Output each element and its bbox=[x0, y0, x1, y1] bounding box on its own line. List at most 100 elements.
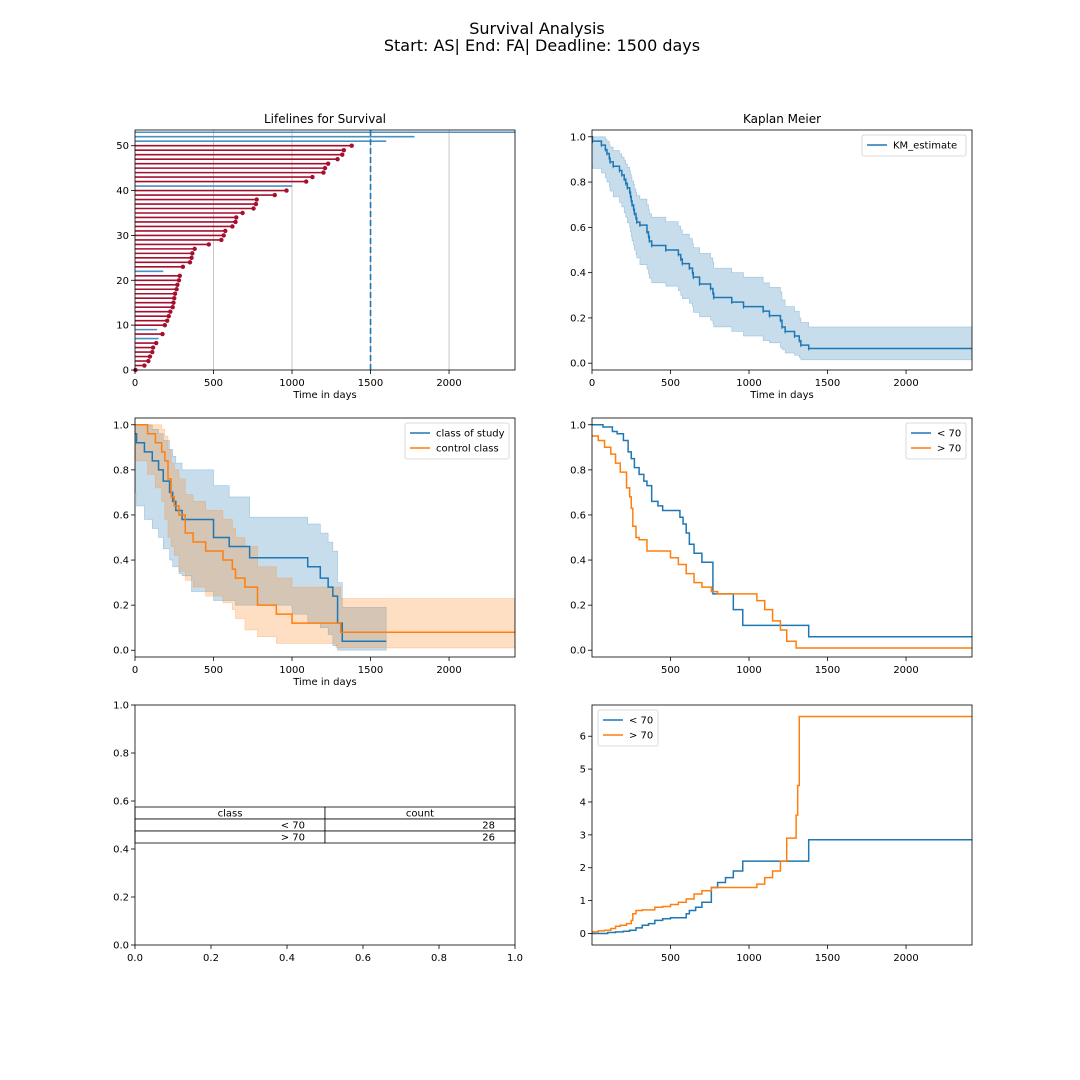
event-marker bbox=[340, 152, 345, 157]
survival-curve bbox=[135, 433, 387, 642]
x-tick-label: 0.6 bbox=[355, 953, 371, 964]
event-marker bbox=[321, 170, 326, 175]
confidence-band bbox=[592, 136, 972, 361]
y-tick-label: 0.0 bbox=[113, 646, 129, 657]
y-tick-label: 0.8 bbox=[113, 465, 129, 476]
legend-box bbox=[861, 134, 967, 157]
y-tick-label: 0.4 bbox=[113, 845, 129, 856]
table-header: class bbox=[218, 809, 243, 820]
x-tick-label: 1000 bbox=[736, 953, 761, 964]
plot-area bbox=[592, 424, 972, 649]
x-tick-label: 0.8 bbox=[431, 953, 447, 964]
y-tick-label: 0.6 bbox=[570, 510, 586, 521]
table-cell-count: 28 bbox=[482, 821, 495, 832]
axes-title: Lifelines for Survival bbox=[264, 112, 386, 126]
event-marker bbox=[234, 215, 239, 220]
x-tick-label: 2000 bbox=[893, 378, 918, 389]
axes-lifelines: 0 500 1000 1500 2000 0 10 20 30 40 50 Lifelines for… bbox=[116, 112, 516, 401]
confidence-band bbox=[135, 424, 515, 649]
x-tick-label: 1500 bbox=[815, 665, 840, 676]
event-marker bbox=[172, 291, 178, 296]
x-tick-label: 500 bbox=[204, 665, 223, 676]
x-tick-label: 2000 bbox=[436, 665, 461, 676]
figure-subtitle: Start: AS| End: FA| Deadline: 1500 days bbox=[384, 36, 700, 55]
x-tick-label: 1000 bbox=[736, 378, 761, 389]
event-marker bbox=[322, 165, 328, 171]
x-axis-label: Time in days bbox=[749, 390, 814, 401]
event-marker bbox=[174, 287, 179, 292]
event-marker bbox=[162, 322, 168, 328]
x-tick-label: 0 bbox=[132, 665, 138, 676]
event-marker bbox=[221, 233, 226, 238]
y-tick-label: 1.0 bbox=[570, 132, 586, 143]
event-marker bbox=[153, 340, 159, 346]
legend-label: < 70 bbox=[629, 716, 653, 727]
y-tick-label: 10 bbox=[116, 321, 129, 332]
event-marker bbox=[142, 363, 147, 368]
table-cell-class: < 70 bbox=[281, 821, 305, 832]
survival-curve bbox=[135, 424, 515, 633]
x-tick-label: 0 bbox=[132, 378, 138, 389]
event-marker bbox=[272, 192, 277, 198]
event-marker bbox=[190, 251, 195, 256]
confidence-band bbox=[135, 424, 387, 651]
y-tick-label: 0.6 bbox=[113, 510, 129, 521]
event-marker bbox=[172, 296, 177, 301]
axes-frame bbox=[591, 704, 973, 946]
event-marker bbox=[335, 156, 340, 162]
y-tick-label: 2 bbox=[580, 863, 586, 874]
x-axis-label: Time in days bbox=[292, 390, 357, 401]
y-tick-label: 1 bbox=[580, 896, 586, 907]
legend-label: < 70 bbox=[937, 429, 961, 440]
event-marker bbox=[168, 309, 173, 314]
y-tick-label: 3 bbox=[580, 830, 586, 841]
x-tick-label: 2000 bbox=[893, 953, 918, 964]
legend-box bbox=[404, 422, 510, 460]
plot-area bbox=[135, 424, 515, 651]
event-marker bbox=[303, 179, 309, 184]
y-tick-label: 0 bbox=[580, 929, 586, 940]
axes-title: Kaplan Meier bbox=[743, 112, 821, 126]
event-marker bbox=[164, 318, 170, 323]
x-tick-label: 2000 bbox=[436, 378, 461, 389]
axes-km_overall: 0 500 1000 1500 2000 0.0 0.2 0.4 0.6 0.8 1.0 Kaplan… bbox=[570, 112, 973, 401]
x-tick-label: 500 bbox=[204, 378, 223, 389]
y-tick-label: 0.4 bbox=[570, 268, 586, 279]
event-marker bbox=[349, 143, 354, 148]
axes-cumhaz: 500 1000 1500 2000 0 1 2 3 4 5 6 < 70 > 70 bbox=[580, 704, 973, 964]
x-tick-label: 0.0 bbox=[127, 953, 143, 964]
event-marker bbox=[175, 282, 180, 287]
event-marker bbox=[166, 313, 171, 319]
legend-label: > 70 bbox=[937, 444, 961, 455]
event-marker bbox=[187, 260, 193, 265]
event-marker bbox=[146, 358, 151, 364]
event-marker bbox=[253, 201, 259, 207]
survival-curve bbox=[592, 435, 972, 649]
event-marker bbox=[192, 246, 197, 252]
y-tick-label: 0.2 bbox=[113, 601, 129, 612]
plot-area bbox=[592, 136, 972, 361]
plot-area bbox=[592, 715, 972, 935]
y-tick-label: 0.8 bbox=[570, 465, 586, 476]
y-tick-label: 0.2 bbox=[113, 893, 129, 904]
survival-curve bbox=[592, 839, 972, 935]
event-marker bbox=[171, 300, 176, 305]
legend-label: KM_estimate bbox=[893, 141, 957, 152]
y-tick-label: 6 bbox=[580, 732, 586, 743]
x-tick-label: 1500 bbox=[358, 378, 383, 389]
legend-label: class of study bbox=[436, 429, 505, 440]
x-tick-label: 500 bbox=[661, 665, 680, 676]
event-marker bbox=[147, 354, 153, 359]
event-marker bbox=[310, 174, 315, 180]
event-marker bbox=[189, 255, 194, 261]
x-tick-label: 1.0 bbox=[507, 953, 523, 964]
y-tick-label: 50 bbox=[116, 141, 129, 152]
y-tick-label: 0.6 bbox=[113, 797, 129, 808]
event-marker bbox=[177, 273, 182, 278]
event-marker bbox=[219, 237, 224, 243]
y-tick-label: 4 bbox=[580, 797, 586, 808]
y-tick-label: 30 bbox=[116, 231, 129, 242]
y-tick-label: 0.0 bbox=[570, 646, 586, 657]
axes-km_age: 500 1000 1500 2000 0.0 0.2 0.4 0.6 0.8 1.0 < 70 > 7… bbox=[570, 417, 973, 676]
y-tick-label: 0.4 bbox=[113, 556, 129, 567]
